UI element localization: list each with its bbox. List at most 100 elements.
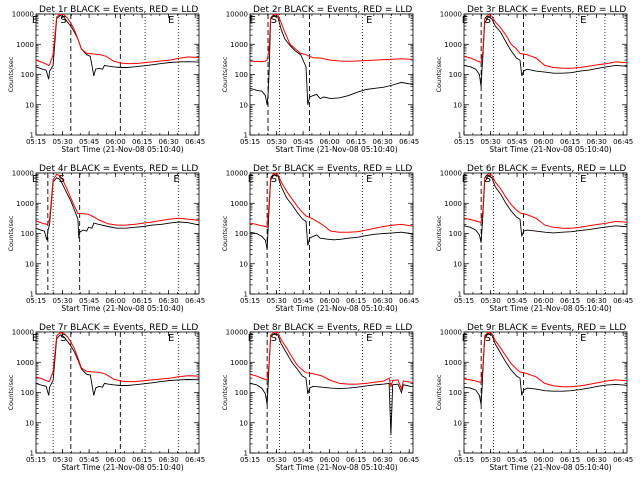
x-tick-label: 05:30 — [266, 138, 286, 146]
x-tick-label: 06:15 — [346, 297, 366, 305]
x-tick-label: 05:15 — [454, 138, 474, 146]
x-tick-label: 06:45 — [399, 456, 419, 464]
detector-panel-8: Det 8r BLACK = Events, RED = LLD 1 10 100 10… — [221, 323, 419, 472]
event-marker-e: E — [32, 333, 38, 344]
detector-panel-1: Det 1r BLACK = Events, RED = LLD 1 10 100 10… — [7, 5, 205, 154]
x-tick-label: 05:30 — [480, 138, 500, 146]
detector-panel-2: Det 2r BLACK = Events, RED = LLD 1 10 100 10… — [221, 5, 419, 154]
series-line-black — [249, 173, 414, 250]
panel-title: Det 2r BLACK = Events, RED = LLD — [253, 5, 412, 15]
plot-frame — [35, 172, 200, 295]
x-tick-label: 06:15 — [132, 297, 152, 305]
plot-frame — [249, 13, 414, 136]
y-tick-label: 10000 — [440, 329, 462, 337]
detector-panel-3: Det 3r BLACK = Events, RED = LLD 1 10 100 10… — [435, 5, 633, 154]
y-tick-label: 10000 — [226, 170, 248, 178]
y-tick-label: 10000 — [226, 11, 248, 19]
detector-panel-6: Det 6r BLACK = Events, RED = LLD 1 10 100 10… — [435, 164, 633, 313]
x-axis-label: Start Time (21-Nov-08 05:10:40) — [275, 463, 397, 472]
panel-title: Det 5r BLACK = Events, RED = LLD — [253, 164, 412, 174]
y-tick-label: 1000 — [16, 41, 34, 49]
y-tick-label: 100 — [235, 389, 248, 397]
y-tick-label: 1000 — [16, 200, 34, 208]
y-tick-label: 100 — [449, 230, 462, 238]
series-line-black — [249, 14, 414, 105]
y-tick-label: 100 — [21, 71, 34, 79]
y-tick-label: 10000 — [12, 329, 34, 337]
series-line-red — [249, 331, 414, 391]
x-tick-label: 06:15 — [560, 138, 580, 146]
x-axis-label: Start Time (21-Nov-08 05:10:40) — [275, 145, 397, 154]
event-marker-e: E — [462, 15, 468, 26]
series-line-red — [249, 13, 414, 62]
event-marker-e: E — [248, 333, 254, 344]
x-tick-label: 05:45 — [79, 138, 99, 146]
y-tick-label: 10000 — [12, 11, 34, 19]
y-tick-label: 10000 — [226, 329, 248, 337]
y-tick-label: 100 — [235, 71, 248, 79]
y-tick-label: 1000 — [444, 41, 462, 49]
y-axis-label: Counts/sec — [435, 215, 443, 251]
event-marker-s: S — [271, 15, 277, 26]
x-tick-label: 06:00 — [534, 138, 554, 146]
y-tick-label: 1000 — [444, 359, 462, 367]
x-tick-label: 05:15 — [26, 456, 46, 464]
x-axis-label: Start Time (21-Nov-08 05:10:40) — [275, 304, 397, 313]
event-marker-e: E — [249, 15, 255, 26]
event-marker-s: S — [485, 333, 491, 344]
series-line-red — [463, 14, 628, 69]
x-tick-label: 05:15 — [240, 138, 260, 146]
x-tick-label: 06:30 — [159, 297, 179, 305]
series-line-red — [463, 331, 628, 388]
panel-title: Det 9r BLACK = Events, RED = LLD — [467, 323, 626, 333]
series-line-black — [35, 334, 200, 396]
detector-panel-4: Det 4r BLACK = Events, RED = LLD 1 10 100 10… — [7, 164, 205, 313]
event-marker-e: E — [168, 15, 174, 26]
x-tick-label: 06:00 — [106, 297, 126, 305]
plot-frame — [35, 13, 200, 136]
y-axis-label: Counts/sec — [221, 56, 229, 92]
x-axis-label: Start Time (21-Nov-08 05:10:40) — [489, 463, 611, 472]
series-line-black — [35, 177, 200, 241]
x-tick-label: 05:30 — [52, 297, 72, 305]
x-axis-label: Start Time (21-Nov-08 05:10:40) — [489, 145, 611, 154]
y-tick-label: 10000 — [440, 170, 462, 178]
event-marker-s: S — [58, 174, 64, 185]
x-tick-label: 05:30 — [52, 456, 72, 464]
y-tick-label: 10 — [453, 419, 462, 427]
y-axis-label: Counts/sec — [7, 215, 15, 251]
x-tick-label: 06:45 — [613, 456, 633, 464]
x-tick-label: 05:30 — [480, 456, 500, 464]
event-marker-e: E — [32, 174, 38, 185]
x-axis-label: Start Time (21-Nov-08 05:10:40) — [489, 304, 611, 313]
y-tick-label: 100 — [449, 389, 462, 397]
x-tick-label: 06:00 — [106, 138, 126, 146]
y-tick-label: 100 — [235, 230, 248, 238]
series-line-red — [249, 172, 414, 233]
y-tick-label: 10 — [25, 101, 34, 109]
plot-frame — [463, 13, 628, 136]
panel-title: Det 7r BLACK = Events, RED = LLD — [39, 323, 198, 333]
x-tick-label: 06:30 — [373, 456, 393, 464]
event-marker-e: E — [462, 333, 468, 344]
plot-frame — [35, 331, 200, 454]
x-tick-label: 06:00 — [320, 297, 340, 305]
x-tick-label: 06:15 — [560, 297, 580, 305]
event-marker-e: E — [580, 15, 586, 26]
series-line-black — [35, 14, 200, 80]
event-marker-e: E — [173, 174, 179, 185]
y-tick-label: 1 — [458, 132, 462, 140]
event-marker-e: E — [366, 174, 372, 185]
x-tick-label: 06:15 — [560, 456, 580, 464]
x-tick-label: 06:30 — [373, 297, 393, 305]
event-marker-s: S — [271, 174, 277, 185]
y-tick-label: 10 — [239, 101, 248, 109]
detector-panel-9: Det 9r BLACK = Events, RED = LLD 1 10 100 10… — [435, 323, 633, 472]
y-tick-label: 1 — [30, 291, 34, 299]
y-tick-label: 100 — [21, 389, 34, 397]
event-marker-s: S — [60, 15, 66, 26]
series-line-red — [35, 332, 200, 383]
x-tick-label: 05:45 — [507, 456, 527, 464]
x-tick-label: 06:15 — [346, 456, 366, 464]
